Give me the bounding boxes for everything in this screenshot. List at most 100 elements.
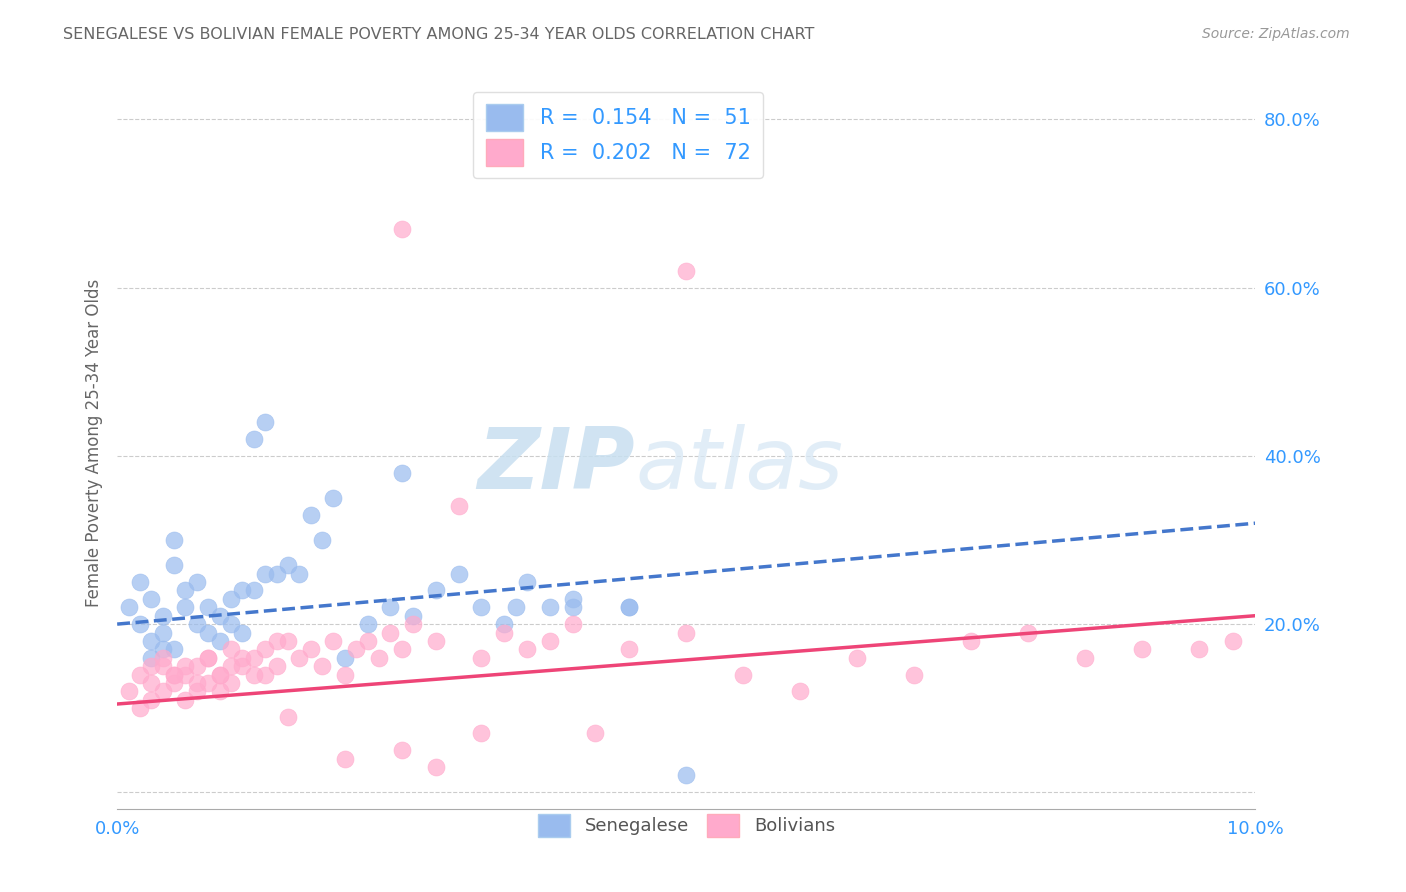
Point — [380, 600, 402, 615]
Point — [174, 600, 197, 615]
Point — [266, 659, 288, 673]
Point — [117, 600, 139, 615]
Point — [266, 566, 288, 581]
Point — [311, 659, 333, 673]
Point — [141, 693, 163, 707]
Point — [186, 617, 208, 632]
Point — [174, 693, 197, 707]
Point — [470, 600, 492, 615]
Point — [380, 625, 402, 640]
Point — [1187, 642, 1209, 657]
Point — [243, 583, 266, 598]
Point — [243, 667, 266, 681]
Point — [675, 768, 697, 782]
Point — [322, 634, 344, 648]
Point — [516, 575, 538, 590]
Point — [619, 600, 641, 615]
Point — [1074, 650, 1097, 665]
Point — [163, 642, 186, 657]
Point — [356, 617, 378, 632]
Point — [561, 600, 583, 615]
Point — [368, 650, 391, 665]
Point — [299, 642, 322, 657]
Point — [186, 659, 208, 673]
Point — [152, 625, 174, 640]
Point — [561, 591, 583, 606]
Point — [960, 634, 983, 648]
Point — [254, 642, 277, 657]
Text: SENEGALESE VS BOLIVIAN FEMALE POVERTY AMONG 25-34 YEAR OLDS CORRELATION CHART: SENEGALESE VS BOLIVIAN FEMALE POVERTY AM… — [63, 27, 814, 42]
Point — [254, 667, 277, 681]
Point — [277, 634, 299, 648]
Point — [152, 659, 174, 673]
Point — [675, 264, 697, 278]
Point — [152, 650, 174, 665]
Point — [208, 667, 231, 681]
Point — [675, 625, 697, 640]
Point — [163, 676, 186, 690]
Point — [561, 617, 583, 632]
Point — [322, 491, 344, 505]
Point — [208, 608, 231, 623]
Point — [391, 466, 413, 480]
Point — [141, 634, 163, 648]
Point — [789, 684, 811, 698]
Point — [402, 617, 425, 632]
Point — [174, 583, 197, 598]
Point — [470, 726, 492, 740]
Point — [197, 676, 219, 690]
Point — [538, 634, 561, 648]
Point — [344, 642, 367, 657]
Point — [277, 558, 299, 573]
Point — [288, 650, 311, 665]
Text: Source: ZipAtlas.com: Source: ZipAtlas.com — [1202, 27, 1350, 41]
Point — [163, 533, 186, 547]
Point — [129, 701, 152, 715]
Point — [447, 566, 470, 581]
Point — [1017, 625, 1039, 640]
Point — [163, 558, 186, 573]
Point — [141, 650, 163, 665]
Point — [219, 676, 242, 690]
Text: ZIP: ZIP — [478, 424, 636, 507]
Point — [129, 617, 152, 632]
Point — [733, 667, 755, 681]
Point — [186, 684, 208, 698]
Point — [219, 659, 242, 673]
Point — [152, 608, 174, 623]
Point — [470, 650, 492, 665]
Point — [231, 583, 253, 598]
Point — [391, 743, 413, 757]
Point — [425, 634, 447, 648]
Point — [311, 533, 333, 547]
Point — [391, 222, 413, 236]
Point — [494, 625, 516, 640]
Point — [197, 600, 219, 615]
Point — [619, 600, 641, 615]
Point — [219, 617, 242, 632]
Point — [152, 642, 174, 657]
Point — [333, 650, 356, 665]
Point — [903, 667, 925, 681]
Point — [186, 676, 208, 690]
Point — [197, 625, 219, 640]
Point — [231, 625, 253, 640]
Point — [243, 432, 266, 446]
Point — [402, 608, 425, 623]
Point — [516, 642, 538, 657]
Point — [219, 642, 242, 657]
Point — [425, 583, 447, 598]
Point — [163, 667, 186, 681]
Point — [208, 667, 231, 681]
Point — [208, 684, 231, 698]
Point — [117, 684, 139, 698]
Point — [243, 650, 266, 665]
Point — [356, 634, 378, 648]
Point — [619, 642, 641, 657]
Point — [208, 634, 231, 648]
Point — [174, 659, 197, 673]
Point — [846, 650, 869, 665]
Point — [299, 508, 322, 522]
Point — [538, 600, 561, 615]
Point — [266, 634, 288, 648]
